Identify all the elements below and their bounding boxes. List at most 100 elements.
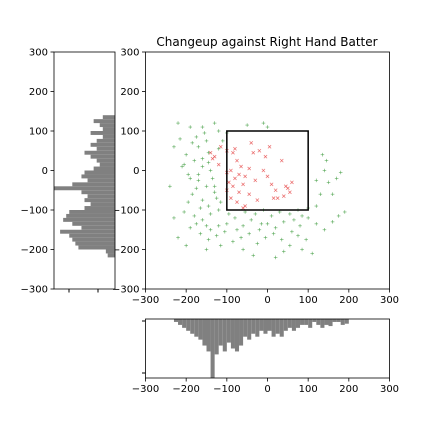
data-point-stroke <box>208 150 213 155</box>
data-point <box>249 140 254 145</box>
data-point <box>269 182 274 187</box>
x-tick-label: 0 <box>264 384 270 395</box>
y-tick-label: 300 <box>120 48 139 59</box>
histogram-bar <box>178 319 183 325</box>
data-point <box>208 150 213 155</box>
data-point <box>212 121 217 125</box>
histogram-bar <box>234 319 240 352</box>
data-point <box>223 229 227 234</box>
data-point-stroke <box>226 180 231 185</box>
data-point <box>212 190 217 195</box>
histogram-bar <box>87 178 115 183</box>
data-point <box>237 172 241 177</box>
data-point-stroke <box>265 174 270 179</box>
y-tick-label: 100 <box>29 127 48 138</box>
data-point <box>273 255 278 260</box>
y-tick-label: −300 <box>112 285 139 296</box>
data-point <box>300 247 304 252</box>
data-point <box>180 164 184 169</box>
data-point-stroke <box>257 148 262 153</box>
histogram-bar <box>267 319 272 331</box>
data-point <box>257 227 262 232</box>
data-point <box>178 137 182 141</box>
x-tick-label: 0 <box>264 295 270 306</box>
histogram-bar <box>84 150 115 155</box>
histogram-bar <box>308 319 313 328</box>
histogram-bar <box>69 233 115 238</box>
data-point <box>206 237 211 242</box>
data-point <box>306 216 310 220</box>
histogram-bar <box>206 319 211 352</box>
data-point <box>204 139 209 143</box>
data-point <box>314 204 319 208</box>
data-point <box>290 180 294 185</box>
data-point <box>200 198 205 202</box>
x-marginal-histogram: −300 −200 −100 0 100 200 300 <box>132 318 399 395</box>
x-tick-label: 200 <box>339 295 358 306</box>
data-point-stroke <box>261 168 266 173</box>
data-point <box>210 156 215 161</box>
data-point <box>190 141 195 145</box>
data-point <box>271 231 276 236</box>
x-tick-label: 300 <box>380 384 399 395</box>
histogram-bar <box>222 319 227 352</box>
data-point <box>194 186 199 191</box>
histogram-bar <box>81 225 115 230</box>
chart-title: Changeup against Right Hand Batter <box>156 35 377 49</box>
y-tick-label: 300 <box>29 48 48 59</box>
data-point <box>263 154 268 159</box>
main-y-axis: 300 200 100 0 −100 −200 −300 <box>112 48 146 296</box>
data-point <box>231 150 235 155</box>
data-point-stroke <box>253 178 258 183</box>
data-point <box>269 214 274 218</box>
data-point <box>168 184 172 189</box>
histogram-bar <box>328 319 333 327</box>
data-point <box>194 222 199 226</box>
data-point <box>265 125 270 129</box>
data-point-stroke <box>237 172 241 177</box>
data-point <box>216 162 221 167</box>
main-x-axis: −300 −200 −100 0 100 200 300 <box>132 289 399 306</box>
data-point <box>249 218 254 222</box>
data-point <box>235 158 239 163</box>
data-point-stroke <box>235 158 239 163</box>
y-histogram-bars <box>54 115 115 258</box>
data-point <box>314 178 319 183</box>
data-point <box>251 150 256 155</box>
histogram-bar <box>102 127 115 131</box>
data-point-stroke <box>247 192 252 197</box>
histogram-bar <box>300 319 305 325</box>
histogram-bar <box>336 319 341 322</box>
data-point <box>172 145 176 149</box>
data-point <box>176 235 180 240</box>
data-point <box>255 198 260 203</box>
histogram-bar <box>291 319 296 331</box>
histogram-bar <box>72 221 115 226</box>
data-point <box>241 224 245 228</box>
data-point <box>324 158 329 163</box>
histogram-bar <box>259 319 264 331</box>
histogram-bar <box>90 202 115 207</box>
y-tick-label: 0 <box>133 166 139 177</box>
data-point-stroke <box>281 194 286 199</box>
data-point <box>216 146 221 151</box>
data-point <box>196 178 201 183</box>
data-point-stroke <box>279 158 284 163</box>
data-point <box>259 222 264 226</box>
histogram-bar <box>210 319 215 378</box>
histogram-bar <box>75 241 115 246</box>
data-point <box>263 235 268 240</box>
data-point <box>255 241 260 246</box>
data-point <box>322 168 327 173</box>
data-point-stroke <box>231 184 235 189</box>
data-point-stroke <box>243 174 248 179</box>
data-point <box>314 222 319 226</box>
data-point <box>336 214 341 218</box>
data-point <box>235 227 239 232</box>
histogram-bar <box>194 319 199 337</box>
data-point-stroke <box>267 144 272 149</box>
data-point <box>190 192 195 196</box>
data-point <box>216 129 221 133</box>
y-tick-label: 200 <box>120 87 139 98</box>
